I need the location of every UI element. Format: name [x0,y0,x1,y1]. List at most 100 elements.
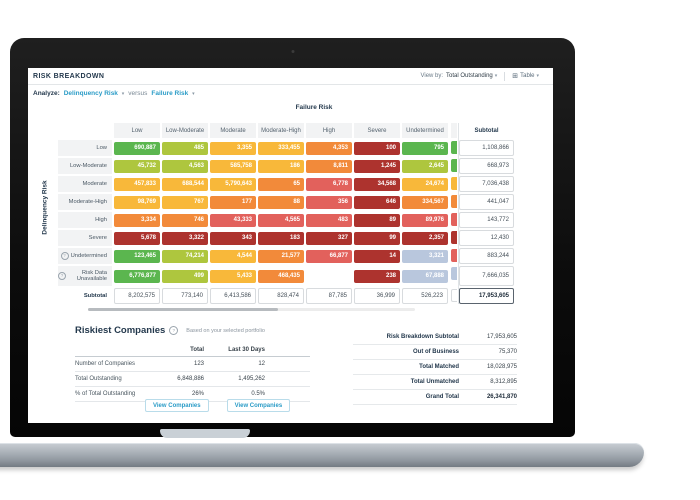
riskiest-row-label: Number of Companies [75,361,136,367]
matrix-cell-badge[interactable]: 183 [258,231,304,245]
view-by-dropdown[interactable]: View by: Total Outstanding ▾ [420,73,497,79]
clipped-column [450,194,457,210]
matrix-cell-badge[interactable]: 21,577 [258,249,304,263]
matrix-column-header: High [306,123,352,138]
summary-label: Risk Breakdown Subtotal [386,334,459,340]
matrix-cell-badge[interactable]: 65 [258,177,304,191]
matrix-cell-badge[interactable]: 327 [306,231,352,245]
matrix-cell-badge[interactable]: 14 [354,249,400,263]
matrix-cell: 585,758 [210,158,256,174]
matrix-cell-badge[interactable]: 4,565 [258,213,304,227]
matrix-cell: 485 [162,140,208,156]
matrix-cell-badge[interactable]: 343 [210,231,256,245]
matrix-cell-badge[interactable]: 67,888 [402,269,448,283]
summary-value: 17,953,605 [486,334,517,340]
matrix-cell-badge[interactable]: 6,776,877 [114,269,160,283]
horizontal-scrollbar-thumb[interactable] [88,308,278,311]
matrix-cell-badge[interactable]: 100 [354,141,400,155]
analyze-label: Analyze: [33,89,60,97]
matrix-cell-badge[interactable]: 334,567 [402,195,448,209]
matrix-cell-badge[interactable]: 99 [354,231,400,245]
matrix-cell: 499 [162,266,208,286]
matrix-cell: 98,769 [114,194,160,210]
matrix-cell-badge[interactable]: 2,357 [402,231,448,245]
matrix-cell-badge[interactable]: 5,678 [114,231,160,245]
matrix-cell-badge[interactable]: 4,353 [306,141,352,155]
matrix-cell-badge[interactable]: 5,433 [210,269,256,283]
view-companies-button[interactable]: View Companies [226,399,291,412]
matrix-cell-badge[interactable]: 485 [162,141,208,155]
matrix-cell-badge[interactable]: 89 [354,213,400,227]
matrix-cell-badge[interactable]: 4,563 [162,159,208,173]
matrix-cell: 3,334 [114,212,160,228]
matrix-cell-badge[interactable]: 3,321 [402,249,448,263]
matrix-cell-badge[interactable]: 8,811 [306,159,352,173]
matrix-cell-badge[interactable]: 98,769 [114,195,160,209]
matrix-cell-badge[interactable]: 795 [402,141,448,155]
matrix-cell: 66,877 [306,248,352,264]
matrix-cell-badge[interactable]: 34,568 [354,177,400,191]
matrix-cell: 34,568 [354,176,400,192]
matrix-cell-badge[interactable]: 690,887 [114,141,160,155]
clipped-column [450,230,457,246]
analyze-bar: Analyze: Delinquency Risk ▾ versus Failu… [28,85,553,101]
table-view-dropdown[interactable]: ⊞ Table ▾ [512,73,539,80]
matrix-row-header: Low-Moderate [58,158,112,174]
matrix-cell: 795 [402,140,448,156]
matrix-cell-badge[interactable]: 74,214 [162,249,208,263]
dimension1-dropdown[interactable]: Delinquency Risk ▾ [63,89,125,97]
matrix-column-header: Moderate [210,123,256,138]
matrix-cell-badge[interactable]: 66,877 [306,249,352,263]
help-icon[interactable]: ? [169,326,179,335]
matrix-column-header: Undetermined [402,123,448,138]
summary-row: Out of Business 75,370 [353,345,517,360]
summary-row: Grand Total 26,341,870 [353,390,517,405]
clipped-cell-badge [451,141,457,154]
matrix-cell: 8,811 [306,158,352,174]
matrix-cell-badge[interactable]: 4,544 [210,249,256,263]
riskiest-header-row: Total Last 30 Days [75,344,310,357]
matrix-cell-badge[interactable]: 186 [258,159,304,173]
matrix-cell-badge[interactable]: 356 [306,195,352,209]
matrix-cell-badge[interactable]: 3,334 [114,213,160,227]
matrix-subtotal-row-header: Subtotal [58,288,112,304]
matrix-cell-badge[interactable]: 468,435 [258,269,304,283]
matrix-row-subtotal: 883,244 [459,248,514,264]
horizontal-scrollbar-track[interactable] [88,308,415,311]
view-companies-button[interactable]: View Companies [145,399,209,412]
dimension2-dropdown[interactable]: Failure Risk ▾ [151,89,195,97]
help-icon[interactable]: ? [60,252,69,260]
matrix-cell-badge[interactable]: 6,778 [306,177,352,191]
matrix-cell-badge[interactable]: 45,732 [114,159,160,173]
matrix-cell-badge[interactable]: 333,455 [258,141,304,155]
matrix-cell-badge[interactable]: 43,333 [210,213,256,227]
matrix-cell-badge[interactable]: 3,355 [210,141,256,155]
riskiest-total-value: 123 [193,361,204,367]
matrix-cell-badge[interactable]: 746 [162,213,208,227]
matrix-cell-badge[interactable]: 24,674 [402,177,448,191]
matrix-cell-badge[interactable]: 646 [354,195,400,209]
matrix-cell-badge[interactable]: 1,245 [354,159,400,173]
riskiest-row-label: % of Total Outstanding [75,391,136,397]
matrix-cell-badge[interactable]: 177 [210,195,256,209]
matrix-cell-badge[interactable]: 238 [354,269,400,283]
matrix-cell-badge[interactable]: 5,790,643 [210,177,256,191]
matrix-cell-badge[interactable]: 483 [306,213,352,227]
matrix-row-subtotal: 7,666,035 [459,266,514,286]
matrix-cell-badge[interactable]: 688,544 [162,177,208,191]
matrix-cell-badge[interactable]: 585,758 [210,159,256,173]
matrix-cell-badge[interactable]: 123,465 [114,249,160,263]
help-icon[interactable]: ? [58,272,66,280]
matrix-column-subtotal: 828,474 [258,288,304,304]
matrix-cell-badge[interactable]: 767 [162,195,208,209]
matrix-cell-badge[interactable]: 2,645 [402,159,448,173]
matrix-cell-badge[interactable]: 499 [162,269,208,283]
matrix-cell-badge[interactable]: 89,976 [402,213,448,227]
matrix-column-subtotal: 87,785 [306,288,352,304]
matrix-cell-badge[interactable]: 88 [258,195,304,209]
matrix-cell-badge[interactable]: 3,322 [162,231,208,245]
matrix-cell: 177 [210,194,256,210]
matrix-cell-badge[interactable]: 457,833 [114,177,160,191]
summary-label: Total Matched [419,364,459,370]
matrix-cell: 4,563 [162,158,208,174]
